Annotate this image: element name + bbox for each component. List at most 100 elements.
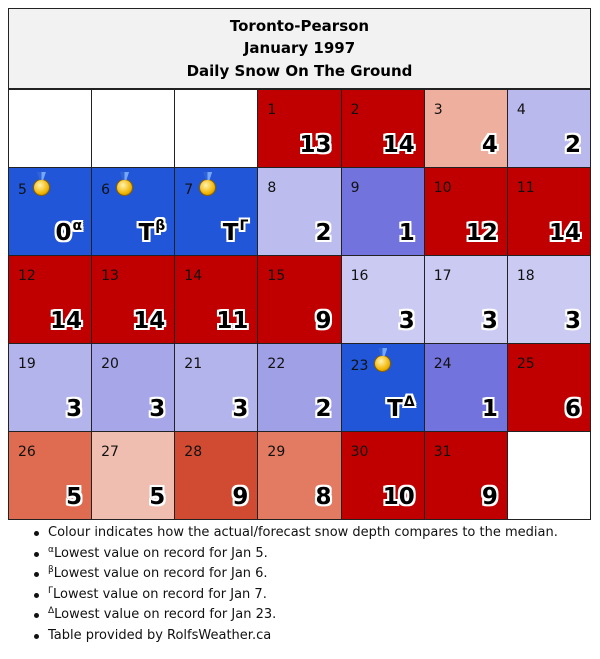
day-number-text: 5 <box>18 182 27 198</box>
footnote-text: Lowest value on record for Jan 6. <box>53 566 268 581</box>
snow-depth-number: 10 <box>382 484 415 510</box>
day-number-text: 23 <box>350 358 369 374</box>
day-cell: 14 11 <box>174 255 259 344</box>
footnote-marker: Γ <box>48 585 54 596</box>
footnote-item: Table provided by RolfsWeather.ca <box>34 626 558 647</box>
day-number: 2 <box>351 101 360 119</box>
day-cell: 6 Tβ <box>91 167 176 256</box>
day-cell: 31 9 <box>423 431 508 520</box>
day-number: 27 <box>101 443 119 461</box>
footnote-text: Lowest value on record for Jan 5. <box>53 545 268 561</box>
day-cell: 22 2 <box>257 343 342 432</box>
day-cell: 7 TΓ <box>174 167 259 256</box>
snow-depth-value: 0α <box>56 218 83 246</box>
day-number: 25 <box>517 355 535 373</box>
day-number: 16 <box>351 267 369 285</box>
snow-depth-value: 4 <box>482 132 498 158</box>
day-number: 26 <box>18 443 36 461</box>
calendar-week-row: 19 3 20 3 21 3 22 2 23 TΔ 24 1 25 6 <box>7 343 592 432</box>
day-number: 20 <box>101 355 119 373</box>
footnote-item: αLowest value on record for Jan 5. <box>34 544 558 565</box>
snow-depth-value: 3 <box>66 396 82 422</box>
day-number: 29 <box>267 443 285 461</box>
day-number: 24 <box>434 355 452 373</box>
footnote-text: Lowest value on record for Jan 7. <box>53 586 267 602</box>
snow-depth-value: 14 <box>383 132 415 158</box>
day-number-text: 7 <box>184 182 194 198</box>
day-number-text: 27 <box>101 444 119 460</box>
day-number-text: 31 <box>433 444 452 460</box>
day-number-text: 22 <box>267 356 286 372</box>
footnote-text: Colour indicates how the actual/forecast… <box>48 525 558 540</box>
snow-depth-value: 3 <box>565 308 581 334</box>
snow-depth-value: 3 <box>482 308 498 334</box>
day-cell: 27 5 <box>91 431 176 520</box>
snow-depth-value: 1 <box>399 220 415 246</box>
footnotes-list: Colour indicates how the actual/forecast… <box>0 523 558 646</box>
medal-icon <box>32 179 50 196</box>
snow-depth-number: 2 <box>315 396 332 422</box>
snow-depth-number: 3 <box>66 396 83 422</box>
day-cell: 18 3 <box>506 255 592 344</box>
day-cell: 2 14 <box>340 89 425 168</box>
snow-depth-number: 3 <box>481 308 498 334</box>
day-number: 22 <box>267 355 285 373</box>
snow-depth-number: 3 <box>232 396 249 422</box>
day-number-text: 30 <box>350 444 369 460</box>
snow-depth-number: 5 <box>149 484 166 510</box>
snow-depth-number: 12 <box>465 220 498 246</box>
day-number-text: 19 <box>18 356 36 372</box>
snow-depth-number: 5 <box>66 484 83 510</box>
day-cell: 12 14 <box>7 255 93 344</box>
day-number-text: 25 <box>516 356 535 372</box>
day-number: 21 <box>184 355 202 373</box>
snow-depth-value: 1 <box>482 396 498 422</box>
snow-depth-number: 13 <box>299 132 332 158</box>
day-number: 7 <box>184 179 217 199</box>
day-number-text: 21 <box>184 356 203 372</box>
day-number-text: 3 <box>433 102 443 118</box>
snow-depth-number: 14 <box>133 308 166 334</box>
day-number-text: 12 <box>18 268 36 284</box>
day-number: 10 <box>434 179 452 197</box>
snow-depth-number: 14 <box>548 220 581 246</box>
snow-depth-number: T <box>138 220 155 246</box>
snow-depth-number: 9 <box>315 308 332 334</box>
snow-depth-value: 8 <box>316 484 332 510</box>
snow-depth-value: 11 <box>216 308 248 334</box>
snow-depth-value: TΓ <box>223 219 249 246</box>
day-number-text: 8 <box>267 180 277 196</box>
calendar-grid: 1 13 2 14 3 4 4 2 5 0α 6 Tβ 7 TΓ 8 2 9 1 10 12 11 14 12 14 13 14 1… <box>7 89 592 520</box>
day-cell: 10 12 <box>423 167 508 256</box>
calendar-week-row: 1 13 2 14 3 4 4 2 <box>7 89 592 168</box>
record-footnote-marker: α <box>72 218 83 234</box>
snow-depth-value: Tβ <box>138 219 166 246</box>
day-number-text: 10 <box>433 180 452 196</box>
snow-depth-number: 2 <box>564 132 581 158</box>
snow-depth-value: TΔ <box>387 395 415 422</box>
footnote-marker: α <box>48 544 54 555</box>
day-number: 4 <box>517 101 526 119</box>
snow-depth-value: 6 <box>565 396 581 422</box>
snow-depth-number: 9 <box>232 484 249 510</box>
day-number: 19 <box>18 355 36 373</box>
empty-cell <box>91 89 176 168</box>
snow-depth-value: 9 <box>232 484 248 510</box>
snow-depth-value: 14 <box>549 220 581 246</box>
snow-depth-value: 5 <box>66 484 82 510</box>
day-number-text: 4 <box>516 102 526 118</box>
day-cell: 13 14 <box>91 255 176 344</box>
snow-depth-number: 14 <box>382 132 415 158</box>
day-cell: 5 0α <box>7 167 93 256</box>
day-number-text: 6 <box>101 182 111 198</box>
day-number: 5 <box>18 179 50 199</box>
day-cell: 20 3 <box>91 343 176 432</box>
empty-cell <box>7 89 93 168</box>
day-number: 9 <box>351 179 360 197</box>
snow-depth-number: 9 <box>481 484 498 510</box>
day-number: 17 <box>434 267 452 285</box>
snow-depth-number: 11 <box>216 308 249 334</box>
station-title: Toronto-Pearson <box>229 16 370 35</box>
snow-depth-value: 12 <box>466 220 498 246</box>
